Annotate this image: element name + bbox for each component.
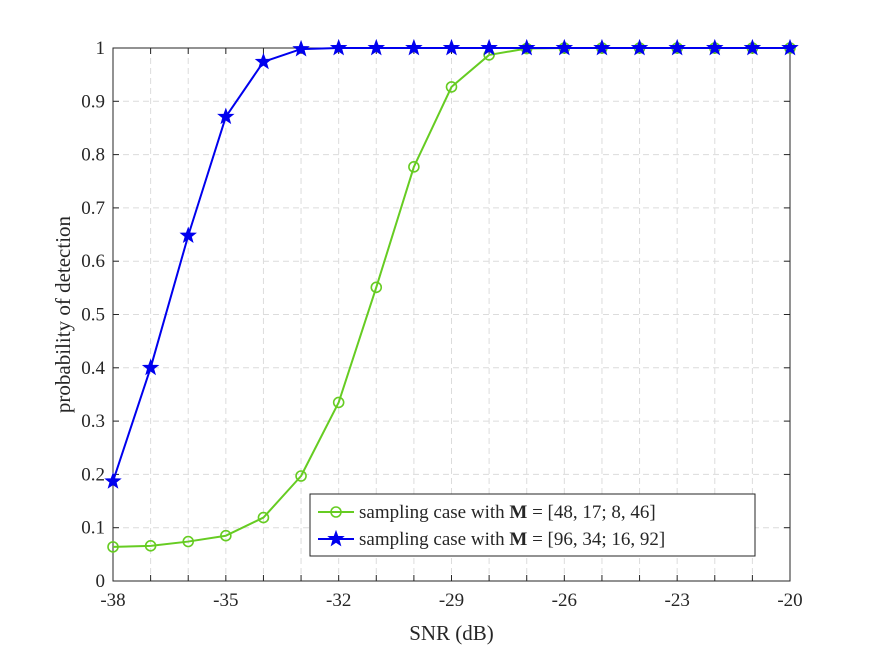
star-marker [706,38,724,56]
star-marker [593,38,611,56]
grid-lines [113,48,790,581]
star-marker [254,52,273,70]
legend-label: sampling case with M = [96, 34; 16, 92] [359,529,665,550]
x-tick-label: -29 [439,590,464,611]
legend-label-symbol: M [509,529,527,550]
legend: sampling case with M = [48, 17; 8, 46]sa… [309,493,756,557]
star-marker [630,38,649,56]
y-tick-label: 0.9 [81,91,105,112]
circle-marker [257,511,270,524]
circle-marker [330,506,342,518]
star-marker [367,38,386,56]
legend-label: sampling case with M = [48, 17; 8, 46] [359,502,656,523]
star-marker [292,39,310,57]
circle-marker [220,529,232,542]
x-axis-label: SNR (dB) [409,621,494,645]
x-tick-label: -35 [213,590,238,611]
star-marker [329,38,348,56]
legend-box [309,493,756,557]
y-tick-label: 1 [96,38,106,59]
legend-label-suffix: = [48, 17; 8, 46] [527,502,655,523]
y-tick-label: 0.1 [81,518,105,539]
circle-marker [295,470,307,482]
star-marker [480,38,498,56]
y-axis-label: probability of detection [51,215,75,413]
x-tick-label: -20 [777,590,802,611]
star-marker [179,226,197,244]
y-tick-label: 0.2 [81,464,105,485]
star-marker [141,358,160,376]
circle-marker [445,81,458,93]
circle-marker [182,535,195,548]
y-tick-label: 0.6 [81,251,105,272]
star-marker [555,38,574,56]
y-tick-label: 0 [96,571,106,592]
y-tick-label: 0.4 [81,358,105,379]
star-marker [217,107,235,125]
x-tick-label: -38 [100,590,125,611]
star-marker [327,529,345,547]
legend-label-prefix: sampling case with [359,529,509,550]
legend-label-symbol: M [509,502,527,523]
x-tick-label: -26 [552,590,577,611]
star-marker [668,38,686,56]
data-series [104,38,799,553]
legend-label-prefix: sampling case with [359,502,509,523]
circle-marker [332,396,345,409]
x-tick-label: -23 [665,590,690,611]
circle-marker [107,541,119,553]
y-tick-label: 0.7 [81,198,105,219]
y-tick-label: 0.5 [81,305,105,326]
star-marker [442,38,461,56]
y-tick-label: 0.3 [81,411,105,432]
circle-marker [408,161,420,173]
series-2 [104,38,799,489]
star-marker [405,38,423,56]
star-marker [104,472,122,489]
legend-label-suffix: = [96, 34; 16, 92] [527,529,665,550]
circle-marker [370,281,383,294]
x-tick-label: -32 [326,590,351,611]
legend-entry: sampling case with M = [48, 17; 8, 46] [318,502,656,523]
star-marker [743,38,762,56]
circle-marker [144,540,157,552]
star-marker [517,38,536,56]
legend-entry: sampling case with M = [96, 34; 16, 92] [318,529,665,550]
star-marker [781,38,799,56]
y-tick-label: 0.8 [81,145,105,166]
